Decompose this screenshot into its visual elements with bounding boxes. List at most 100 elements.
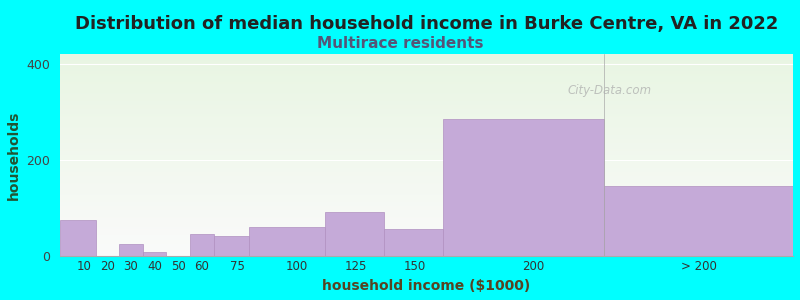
Bar <box>60 116 793 117</box>
Bar <box>60 58 793 59</box>
Bar <box>60 143 793 144</box>
Bar <box>60 226 793 227</box>
Bar <box>60 203 793 205</box>
Bar <box>60 172 793 174</box>
Bar <box>60 188 793 190</box>
Bar <box>60 200 793 202</box>
Bar <box>60 125 793 127</box>
Bar <box>60 74 793 76</box>
Bar <box>190 234 214 256</box>
Bar <box>325 212 384 256</box>
Bar <box>60 174 793 175</box>
Bar <box>60 136 793 137</box>
Bar <box>60 77 793 78</box>
Bar <box>214 236 250 256</box>
Bar <box>60 118 793 120</box>
Bar <box>60 117 793 119</box>
Bar <box>60 146 793 147</box>
Bar <box>60 248 793 249</box>
Bar <box>60 132 793 133</box>
Bar <box>60 217 793 218</box>
Bar <box>60 237 793 238</box>
Bar <box>60 210 793 211</box>
Bar <box>60 61 793 62</box>
Bar <box>60 141 793 143</box>
Bar <box>60 234 793 236</box>
Bar <box>60 76 793 77</box>
Bar <box>60 135 793 136</box>
Bar <box>60 182 793 183</box>
Title: Distribution of median household income in Burke Centre, VA in 2022: Distribution of median household income … <box>75 15 778 33</box>
Bar <box>60 81 793 82</box>
Bar <box>60 90 793 92</box>
Bar <box>60 229 793 230</box>
Bar <box>143 252 166 256</box>
Bar <box>60 219 793 221</box>
Bar <box>60 207 793 208</box>
Bar <box>60 253 793 254</box>
Bar <box>60 69 793 70</box>
Bar <box>60 225 793 226</box>
Bar <box>60 169 793 171</box>
Bar <box>60 183 793 184</box>
Bar <box>60 129 793 130</box>
Bar <box>60 120 793 121</box>
Bar <box>60 245 793 246</box>
Bar <box>60 94 793 96</box>
Bar <box>60 139 793 140</box>
Bar <box>60 167 793 168</box>
Bar <box>60 154 793 155</box>
Bar <box>60 70 793 71</box>
Bar <box>60 205 793 206</box>
Bar <box>60 218 793 219</box>
Bar <box>443 119 604 256</box>
Bar <box>60 140 793 141</box>
Bar <box>60 221 793 222</box>
Bar <box>60 55 793 57</box>
Text: City-Data.com: City-Data.com <box>568 84 652 97</box>
Bar <box>60 246 793 247</box>
Bar <box>60 224 793 225</box>
Bar <box>60 98 793 100</box>
Bar <box>60 211 793 213</box>
Bar <box>60 242 793 244</box>
Bar <box>60 252 793 253</box>
Bar <box>60 59 793 61</box>
Bar <box>60 254 793 256</box>
Bar <box>60 63 793 65</box>
Bar <box>60 214 793 215</box>
Bar <box>60 155 793 156</box>
Bar <box>60 176 793 178</box>
Bar <box>60 89 793 90</box>
Bar <box>60 54 793 55</box>
Bar <box>60 115 793 116</box>
Bar <box>60 195 793 196</box>
Bar <box>60 187 793 188</box>
Bar <box>60 231 793 233</box>
Bar <box>60 238 793 239</box>
X-axis label: household income ($1000): household income ($1000) <box>322 279 530 293</box>
Bar <box>60 93 793 94</box>
Bar <box>60 149 793 151</box>
Bar <box>60 178 793 179</box>
Bar <box>60 163 793 164</box>
Bar <box>60 220 95 256</box>
Bar <box>60 102 793 104</box>
Bar <box>60 124 793 125</box>
Bar <box>60 113 793 115</box>
Bar <box>384 229 443 256</box>
Bar <box>60 128 793 129</box>
Bar <box>60 196 793 198</box>
Bar <box>60 130 793 132</box>
Bar <box>60 227 793 229</box>
Bar <box>60 101 793 102</box>
Bar <box>60 158 793 159</box>
Bar <box>60 199 793 200</box>
Bar <box>60 171 793 172</box>
Bar <box>60 244 793 245</box>
Bar <box>60 186 793 187</box>
Bar <box>60 198 793 199</box>
Bar <box>60 73 793 74</box>
Bar <box>60 239 793 241</box>
Bar <box>60 85 793 86</box>
